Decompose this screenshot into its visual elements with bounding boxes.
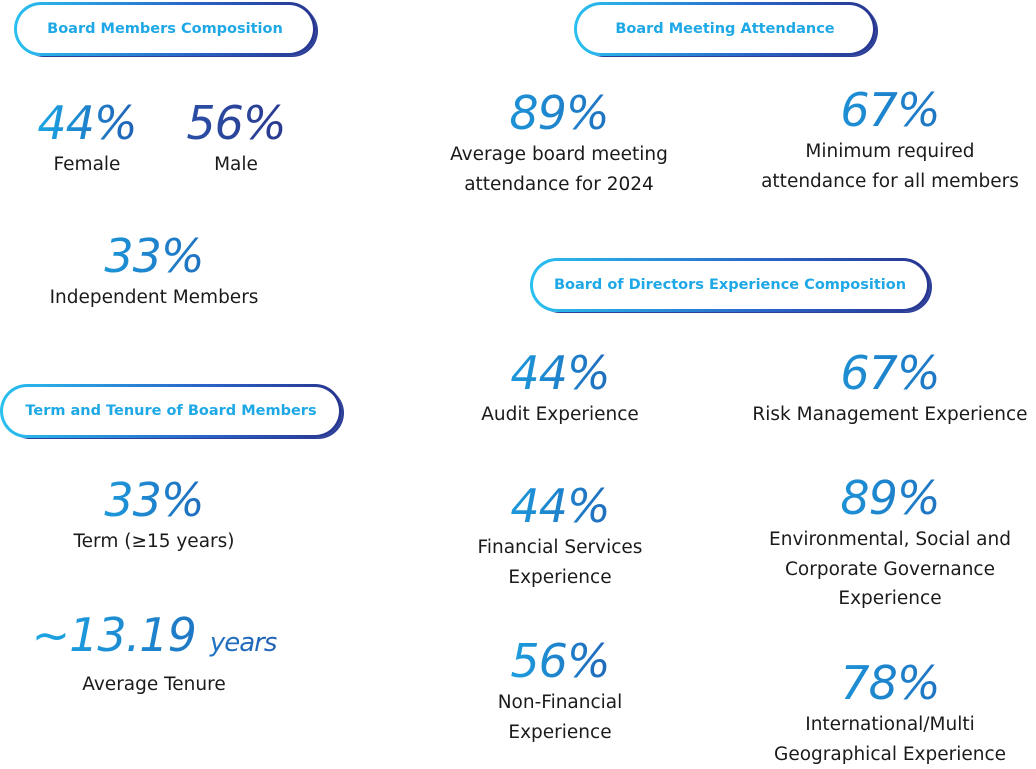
experience-header-label: Board of Directors Experience Compositio… xyxy=(554,277,906,293)
meeting-attendance-header: Board Meeting Attendance xyxy=(574,2,876,56)
audit-stat: 44% Audit Experience xyxy=(481,350,639,430)
female-value: 44% xyxy=(37,100,136,146)
minimum-attendance-stat: 67% Minimum required attendance for all … xyxy=(761,87,1019,196)
board-composition-header: Board Members Composition xyxy=(14,2,316,56)
non-financial-label: Non-Financial Experience xyxy=(498,688,623,747)
independent-stat: 33% Independent Members xyxy=(50,233,259,313)
term-label: Term (≥15 years) xyxy=(74,527,235,557)
non-financial-label-line-2: Experience xyxy=(498,718,623,748)
non-financial-label-line-1: Non-Financial xyxy=(498,688,623,718)
female-stat: 44% Female xyxy=(37,100,136,180)
term-tenure-header-label: Term and Tenure of Board Members xyxy=(25,403,316,419)
average-attendance-stat: 89% Average board meeting attendance for… xyxy=(450,90,668,199)
esg-label-line-2: Corporate Governance xyxy=(769,555,1011,585)
risk-value: 67% xyxy=(752,350,1027,396)
financial-label-line-1: Financial Services xyxy=(478,533,643,563)
minimum-attendance-value: 67% xyxy=(761,87,1019,133)
minimum-attendance-label-line-1: Minimum required xyxy=(761,137,1019,167)
international-label-line-1: International/Multi xyxy=(774,710,1006,740)
meeting-attendance-header-label: Board Meeting Attendance xyxy=(615,21,834,37)
international-value: 78% xyxy=(774,660,1006,706)
term-tenure-header: Term and Tenure of Board Members xyxy=(0,384,342,438)
risk-label: Risk Management Experience xyxy=(752,400,1027,430)
esg-stat: 89% Environmental, Social and Corporate … xyxy=(769,475,1011,614)
average-attendance-label-line-1: Average board meeting xyxy=(450,140,668,170)
risk-stat: 67% Risk Management Experience xyxy=(752,350,1027,430)
independent-label: Independent Members xyxy=(50,283,259,313)
esg-label-line-1: Environmental, Social and xyxy=(769,525,1011,555)
average-tenure-unit: years xyxy=(210,628,277,658)
average-attendance-label-line-2: attendance for 2024 xyxy=(450,170,668,200)
financial-stat: 44% Financial Services Experience xyxy=(478,483,643,592)
term-value: 33% xyxy=(74,477,235,523)
international-stat: 78% International/Multi Geographical Exp… xyxy=(774,660,1006,769)
international-label-line-2: Geographical Experience xyxy=(774,740,1006,769)
minimum-attendance-label: Minimum required attendance for all memb… xyxy=(761,137,1019,196)
female-label: Female xyxy=(37,150,136,180)
male-value: 56% xyxy=(186,100,285,146)
experience-header: Board of Directors Experience Compositio… xyxy=(530,258,930,312)
non-financial-stat: 56% Non-Financial Experience xyxy=(498,638,623,747)
male-stat: 56% Male xyxy=(186,100,285,180)
independent-value: 33% xyxy=(50,233,259,279)
average-attendance-label: Average board meeting attendance for 202… xyxy=(450,140,668,199)
board-composition-header-label: Board Members Composition xyxy=(47,21,283,37)
esg-label-line-3: Experience xyxy=(769,584,1011,614)
financial-label-line-2: Experience xyxy=(478,563,643,593)
male-label: Male xyxy=(186,150,285,180)
average-attendance-value: 89% xyxy=(450,90,668,136)
international-label: International/Multi Geographical Experie… xyxy=(774,710,1006,769)
minimum-attendance-label-line-2: attendance for all members xyxy=(761,167,1019,197)
audit-label: Audit Experience xyxy=(481,400,639,430)
financial-value: 44% xyxy=(478,483,643,529)
non-financial-value: 56% xyxy=(498,638,623,684)
financial-label: Financial Services Experience xyxy=(478,533,643,592)
audit-value: 44% xyxy=(481,350,639,396)
esg-label: Environmental, Social and Corporate Gove… xyxy=(769,525,1011,614)
average-tenure-label: Average Tenure xyxy=(32,670,277,700)
term-stat: 33% Term (≥15 years) xyxy=(74,477,235,557)
esg-value: 89% xyxy=(769,475,1011,521)
average-tenure-value: ~13.19 xyxy=(32,608,196,662)
